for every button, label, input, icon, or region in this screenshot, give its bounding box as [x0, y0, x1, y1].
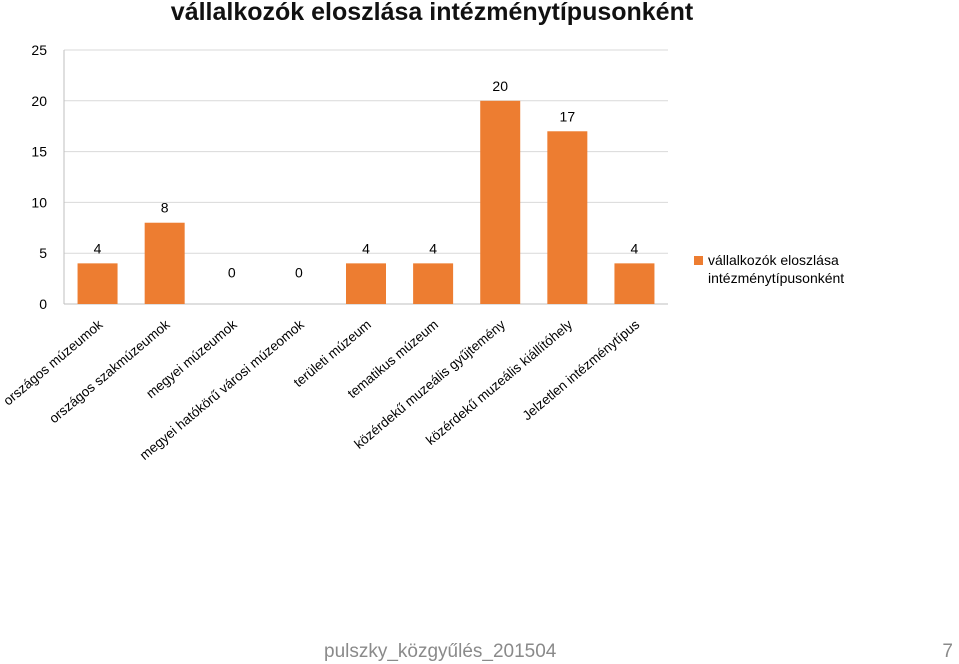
bar [547, 131, 588, 304]
y-tick-label: 15 [31, 144, 47, 160]
data-label: 4 [631, 240, 639, 256]
y-tick-label: 0 [39, 296, 47, 312]
legend-label-line-1: vállalkozók eloszlása [708, 252, 839, 268]
legend-label-line-2: intézménytípusonként [708, 270, 844, 286]
bar [413, 263, 454, 304]
page-number: 7 [942, 641, 953, 662]
data-label: 4 [362, 240, 370, 256]
bar [144, 222, 185, 304]
data-label: 4 [429, 240, 437, 256]
data-label: 8 [161, 200, 169, 216]
bar [77, 263, 118, 304]
bar [346, 263, 386, 304]
data-label: 0 [295, 265, 303, 281]
data-label: 4 [94, 240, 102, 256]
legend-label: vállalkozók eloszlása intézménytípusonké… [708, 252, 844, 286]
data-label: 17 [560, 108, 576, 124]
data-label: 0 [228, 265, 236, 281]
data-labels: 4 8 0 0 4 4 20 17 4 [94, 78, 639, 281]
category-label: Jelzetlen intézménytípus [519, 317, 642, 424]
footer-text: pulszky_közgyűlés_201504 [324, 641, 557, 662]
y-tick-label: 5 [39, 245, 47, 261]
legend-swatch [694, 256, 703, 265]
bars [77, 100, 655, 304]
bar [480, 100, 521, 304]
legend: vállalkozók eloszlása intézménytípusonké… [694, 252, 844, 286]
y-axis-ticks: 0 5 10 15 20 25 [31, 42, 47, 312]
category-label: közérdekű muzeális kiállítóhely [423, 317, 575, 448]
y-tick-label: 25 [31, 42, 47, 58]
y-tick-label: 10 [31, 194, 47, 210]
chart-title: vállalkozók eloszlása intézménytípusonké… [171, 0, 694, 26]
category-label: országos szakmúzeumok [46, 317, 173, 427]
bar [614, 263, 655, 304]
y-tick-label: 20 [31, 93, 47, 109]
data-label: 20 [492, 78, 508, 94]
